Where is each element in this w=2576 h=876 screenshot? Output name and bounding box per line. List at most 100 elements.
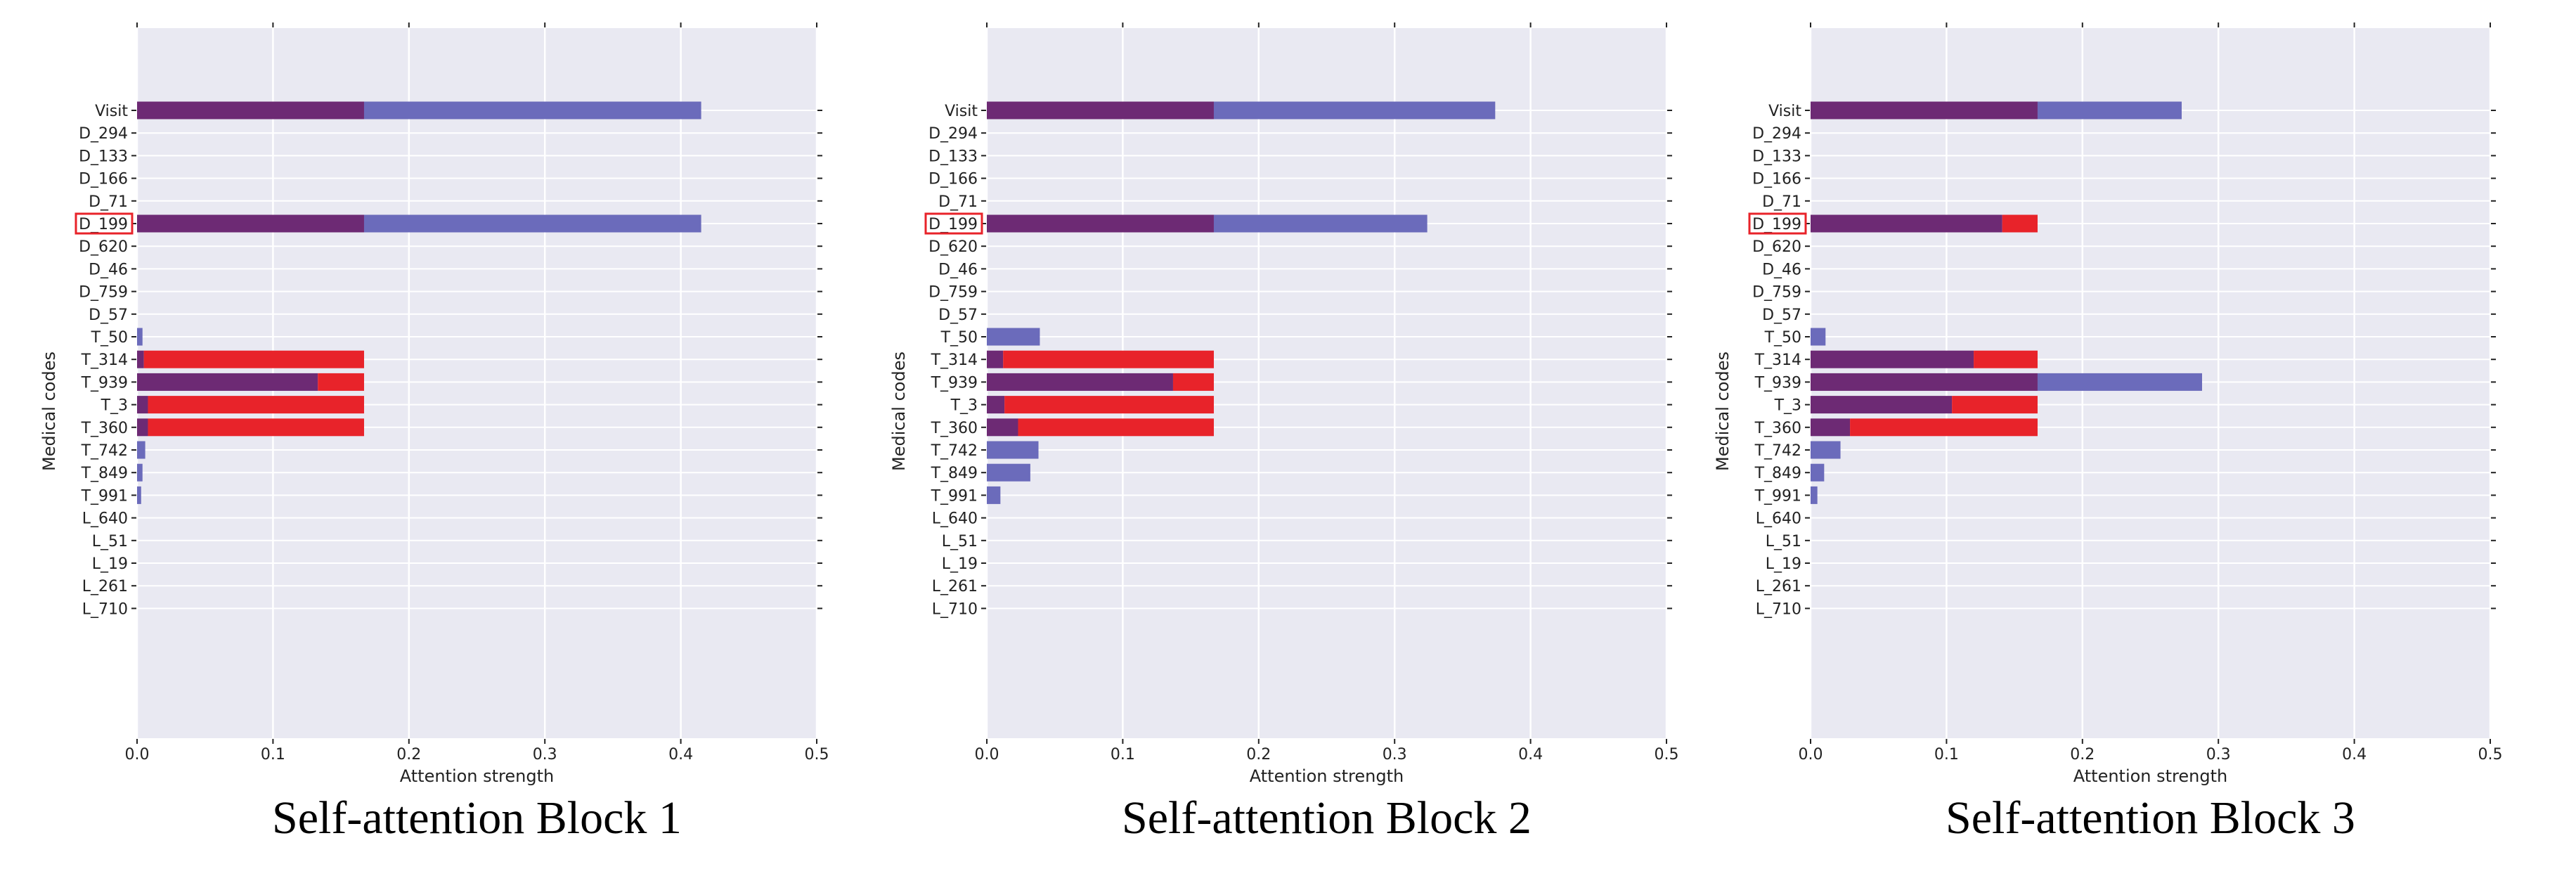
x-axis-label: Attention strength <box>1250 766 1404 786</box>
bar-segment <box>137 373 318 391</box>
y-tick-label: T_50 <box>940 329 978 347</box>
bar-segment <box>987 486 1001 504</box>
chart-panel-1: 0.0 0.1 0.2 0.3 0.4 0.5 Visit D_294 D_133 D_166 D_… <box>39 22 829 844</box>
y-axis-label: Medical codes <box>889 352 909 471</box>
y-tick-label: D_133 <box>79 148 128 165</box>
y-tick-label: D_57 <box>89 307 128 324</box>
bar-segment <box>987 441 1039 459</box>
y-tick-label: T_742 <box>81 442 128 460</box>
bar-segment <box>1811 486 1818 504</box>
y-tick-label: T_50 <box>91 329 128 347</box>
bar-segment <box>1003 350 1214 368</box>
y-tick-label: T_849 <box>81 465 128 482</box>
y-tick-label: T_360 <box>81 420 128 437</box>
bar-segment <box>1811 328 1826 346</box>
bar-segment <box>137 396 148 414</box>
y-tick-label: D_133 <box>1752 148 1801 165</box>
y-tick-label: D_166 <box>79 171 128 188</box>
y-tick-label: L_640 <box>82 510 128 528</box>
chart-panel-3: 0.0 0.1 0.2 0.3 0.4 0.5 Visit D_294 D_133 D_166 D_… <box>1713 22 2503 844</box>
x-tick-label: 0.2 <box>1246 746 1271 764</box>
y-tick-label: T_3 <box>101 397 128 415</box>
y-tick-label: D_199 <box>79 216 128 233</box>
y-tick-label: T_991 <box>931 487 978 505</box>
y-tick-label: D_46 <box>938 261 978 278</box>
y-tick-label: Visit <box>945 103 978 120</box>
x-tick-label: 0.0 <box>975 746 999 764</box>
bar-segment <box>143 350 364 368</box>
highlight-box <box>924 212 983 235</box>
y-tick-label: D_759 <box>928 284 978 302</box>
bar-segment <box>1004 396 1214 414</box>
y-tick-label: D_620 <box>79 238 128 256</box>
x-tick-label: 0.1 <box>1111 746 1135 764</box>
y-tick-label: T_939 <box>1754 374 1801 392</box>
y-tick-label: T_314 <box>1754 352 1801 369</box>
bar-segment <box>137 418 148 437</box>
y-tick-label: T_360 <box>1754 420 1801 437</box>
y-tick-label: D_620 <box>928 238 978 256</box>
bar-segment <box>137 101 364 120</box>
y-tick-label: T_314 <box>931 352 978 369</box>
y-tick-label: T_742 <box>1754 442 1801 460</box>
y-tick-label: L_19 <box>1766 555 1801 573</box>
bar-segment <box>987 396 1005 414</box>
panel-caption: Self-attention Block 2 <box>1122 792 1532 844</box>
y-tick-label: T_742 <box>931 442 978 460</box>
bar-segment <box>2037 101 2182 120</box>
y-tick-label: L_51 <box>942 533 978 550</box>
x-tick-label: 0.5 <box>1655 746 1679 764</box>
bar-segment <box>1018 418 1214 437</box>
x-tick-label: 0.2 <box>396 746 421 764</box>
x-tick-label: 0.3 <box>2206 746 2231 764</box>
y-tick-label: L_710 <box>932 600 978 618</box>
bar-segment <box>1811 214 2002 233</box>
y-tick-label: D_294 <box>79 125 128 143</box>
x-tick-label: 0.3 <box>533 746 557 764</box>
y-tick-label: T_849 <box>931 465 978 482</box>
y-tick-label: D_620 <box>1752 238 1801 256</box>
bar-segment <box>1811 396 1953 414</box>
y-axis-label: Medical codes <box>1713 352 1733 471</box>
bar-segment <box>1811 373 2038 391</box>
x-tick-label: 0.4 <box>2342 746 2367 764</box>
bar-segment <box>363 101 701 120</box>
bar-segment <box>1213 101 1496 120</box>
bar-segment <box>137 441 145 459</box>
bar-segment <box>1811 350 1974 368</box>
y-tick-label: T_991 <box>1754 487 1801 505</box>
x-tick-label: 0.5 <box>2478 746 2503 764</box>
bar-segment <box>2002 214 2038 233</box>
bar-segment <box>148 418 364 437</box>
bar-segment <box>137 350 144 368</box>
x-tick-label: 0.0 <box>125 746 150 764</box>
y-tick-label: L_51 <box>92 533 128 550</box>
bar-segment <box>1811 101 2038 120</box>
y-tick-label: D_199 <box>928 216 978 233</box>
y-tick-label: L_51 <box>1766 533 1801 550</box>
x-tick-label: 0.5 <box>805 746 829 764</box>
bar-segment <box>987 463 1030 482</box>
x-axis-label: Attention strength <box>400 766 554 786</box>
y-tick-label: D_199 <box>1752 216 1801 233</box>
bar-segment <box>987 350 1004 368</box>
bar-segment <box>1172 373 1214 391</box>
chart-panel-2: 0.0 0.1 0.2 0.3 0.4 0.5 Visit D_294 D_133 D_166 D_… <box>889 22 1679 844</box>
highlight-box <box>75 212 134 235</box>
bar-segment <box>1952 396 2038 414</box>
y-tick-label: D_71 <box>89 193 128 211</box>
y-axis-label: Medical codes <box>39 352 59 471</box>
bar-segment <box>987 373 1173 391</box>
y-tick-label: L_261 <box>1756 578 1801 595</box>
y-tick-label: L_19 <box>942 555 978 573</box>
y-tick-label: L_261 <box>932 578 978 595</box>
y-tick-label: T_939 <box>931 374 978 392</box>
y-tick-label: T_360 <box>931 420 978 437</box>
bar-segment <box>318 373 364 391</box>
bar-segment <box>1974 350 2038 368</box>
bar-segment <box>987 418 1018 437</box>
y-tick-label: D_57 <box>938 307 978 324</box>
y-tick-label: L_710 <box>82 600 128 618</box>
x-tick-label: 0.1 <box>261 746 285 764</box>
